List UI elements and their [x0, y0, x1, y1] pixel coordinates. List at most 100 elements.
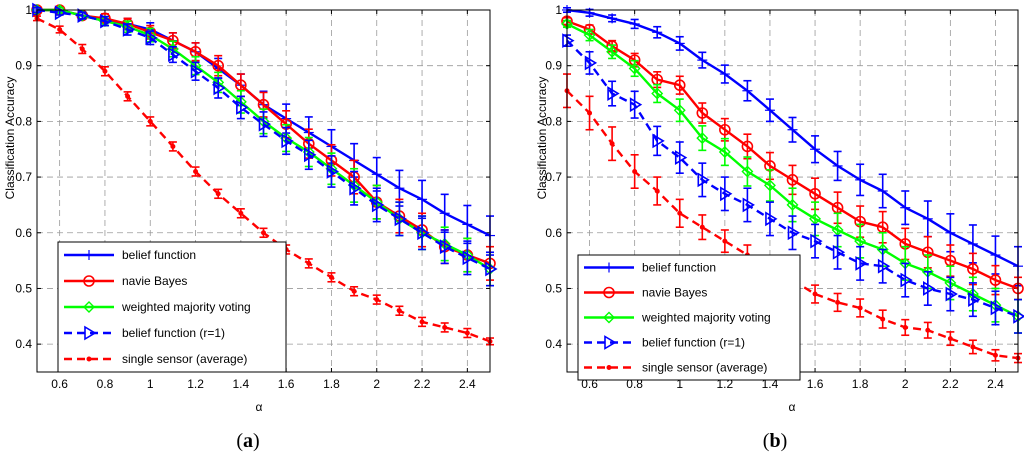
- panel-a-xtick-label-7: 2: [373, 377, 380, 391]
- panel-b-series-0-point-8: [742, 85, 753, 96]
- panel-b-series-4-point-13: [857, 305, 863, 311]
- panel-a-series-3-point-15: [371, 197, 385, 213]
- panel-a-series-3-point-17: [417, 225, 430, 241]
- panel-b-ytick-label-2: 0.6: [545, 226, 562, 240]
- panel-b-series-4-point-16: [925, 327, 931, 333]
- panel-b-series-2-point-4: [651, 87, 664, 100]
- panel-a-xlabel: α: [256, 400, 263, 414]
- panel-b-legend-label-1: navie Bayes: [642, 286, 707, 300]
- panel-b-series-4-point-3: [632, 169, 638, 175]
- panel-b-series-0-point-5: [674, 38, 685, 49]
- panel-b-series-0-point-6: [697, 55, 708, 66]
- panel-a-xtick-label-4: 1.4: [233, 377, 250, 391]
- panel-a-series-4-point-12: [306, 260, 312, 266]
- panel-b-series-3-errorbar-14: [878, 248, 887, 284]
- panel-a-series-3-point-6: [168, 47, 181, 62]
- panel-a-legend-label-3: belief function (r=1): [122, 326, 225, 340]
- panel-a-xtick-label-0: 0.6: [51, 377, 68, 391]
- panel-a-xtick-label-6: 1.8: [323, 377, 340, 391]
- panel-a-legend-item-0: belief function: [64, 248, 196, 262]
- panel-b-series-4-point-7: [722, 238, 728, 244]
- panel-b-series-3-point-2: [607, 86, 620, 101]
- panel-a-legend-marker-0: [84, 250, 94, 260]
- panel-b-xtick-label-6: 1.8: [852, 377, 869, 391]
- panel-b-series-4-point-18: [970, 344, 976, 350]
- panel-b-series-2-point-3: [628, 62, 641, 75]
- panel-b-series-4-line: [566, 89, 1019, 360]
- panel-a-series-3-errorbar-15: [372, 187, 381, 223]
- panel-a-series-3-errorbar-19: [463, 240, 472, 276]
- panel-b-ytick-label-0: 0.4: [545, 337, 562, 351]
- panel-b-series-0-point-18: [967, 238, 978, 249]
- panel-b-series-0-point-2: [607, 13, 618, 24]
- panel-a-series-3-point-9: [236, 100, 249, 115]
- panel-a-series-3-point-12: [303, 147, 317, 163]
- panel-b-series-0-point-12: [832, 160, 843, 171]
- panel-b-legend-label-3: belief function (r=1): [642, 336, 745, 350]
- panel-b-series-3-point-18: [968, 292, 981, 308]
- panel-a-series-0-point-16: [394, 183, 405, 194]
- panel-b-series-3-point-13: [855, 255, 868, 271]
- panel-b-series-4-point-5: [677, 210, 683, 216]
- panel-a-series-4-point-2: [79, 46, 85, 52]
- panel-a-series-3: [32, 2, 498, 287]
- panel-a-series-4-point-19: [464, 330, 470, 336]
- panel-a-plot: 0.6 0.8 1 1.2 1.4 1.6 1.8 2 2.2 2.4 0.4 0.5 0.6 0.7 0.…: [15, 2, 498, 391]
- panel-b-series-1-line: [566, 19, 1019, 290]
- panel-b-series-1-point-11: [809, 187, 821, 200]
- panel-b-series-4-point-17: [947, 336, 953, 342]
- panel-b-series-2-point-10: [786, 198, 799, 211]
- panel-a-series-3-errorbar-18: [440, 229, 449, 265]
- panel-a-series-3-point-14: [349, 180, 362, 196]
- panel-a-series-3-point-10: [258, 116, 272, 132]
- panel-b-series-1-point-19: [989, 274, 1002, 286]
- panel-b-series-3-line: [566, 39, 1019, 318]
- panel-b-series-4-point-6: [699, 224, 705, 230]
- panel-a-legend-item-3: belief function (r=1): [64, 325, 225, 341]
- panel-b-series-0-point-13: [855, 174, 866, 185]
- panel-a-series-4-point-18: [442, 324, 448, 330]
- panel-b-legend-marker-0: [604, 262, 614, 273]
- panel-a-series-0-point-17: [417, 194, 428, 205]
- panel-a-series-4-point-10: [261, 230, 266, 236]
- panel-b-series-4-point-4: [654, 188, 660, 194]
- panel-a-series-4-point-9: [238, 210, 244, 216]
- panel-b-series-3-point-9: [765, 211, 778, 227]
- panel-b-series-1-point-6: [696, 107, 709, 119]
- panel-a-ytick-label-3: 0.7: [15, 170, 32, 184]
- panel-a-series-3-errorbar-10: [259, 111, 268, 138]
- panel-b-series-1-point-10: [786, 174, 799, 186]
- panel-b-series-3-point-3: [629, 97, 643, 113]
- panel-a-series-3-point-3: [100, 13, 113, 29]
- panel-a-series-3-errorbar-9: [236, 95, 245, 120]
- panel-b-xtick-label-5: 1.6: [807, 377, 824, 391]
- panel-b-legend-item-0: belief function: [584, 261, 716, 275]
- panel-a-xtick-label-9: 2.4: [459, 377, 476, 391]
- panel-a-ytick-label-6: 1: [25, 3, 32, 17]
- panel-b-series-0-point-3: [629, 18, 640, 29]
- panel-a-series-3-point-8: [213, 80, 226, 96]
- panel-a-series-3-point-19: [462, 250, 475, 266]
- panel-b-legend-label-0: belief function: [642, 261, 716, 275]
- panel-b-legend-marker-4: [606, 365, 612, 370]
- panel-b-series-1-point-7: [719, 123, 731, 136]
- panel-b-series-0-point-14: [877, 186, 888, 196]
- panel-b-legend-label-4: single sensor (average): [642, 361, 767, 375]
- panel-a-series-0-point-18: [439, 208, 450, 219]
- panel-b-series-1-point-8: [741, 140, 754, 153]
- panel-b-series-0-point-9: [764, 105, 775, 116]
- panel-b-series-0-point-16: [922, 213, 933, 224]
- panel-a-series-1-point-8: [212, 59, 224, 72]
- panel-a-ylabel: Classification Accuracy: [3, 77, 17, 200]
- panel-a-series-4-point-5: [147, 118, 153, 124]
- panel-b-series-3-point-16: [922, 281, 936, 296]
- panel-a-xtick-label-1: 0.8: [97, 377, 114, 391]
- panel-b-series-3-point-14: [877, 258, 891, 274]
- panel-a-legend-marker-4: [86, 356, 92, 362]
- panel-b-series-4-point-15: [902, 324, 908, 330]
- panel-b-series-2-line: [566, 22, 1019, 318]
- panel-a-legend-label-1: navie Bayes: [122, 274, 187, 288]
- panel-b-series-3-point-8: [742, 197, 755, 213]
- panel-a-ytick-label-2: 0.6: [15, 226, 32, 240]
